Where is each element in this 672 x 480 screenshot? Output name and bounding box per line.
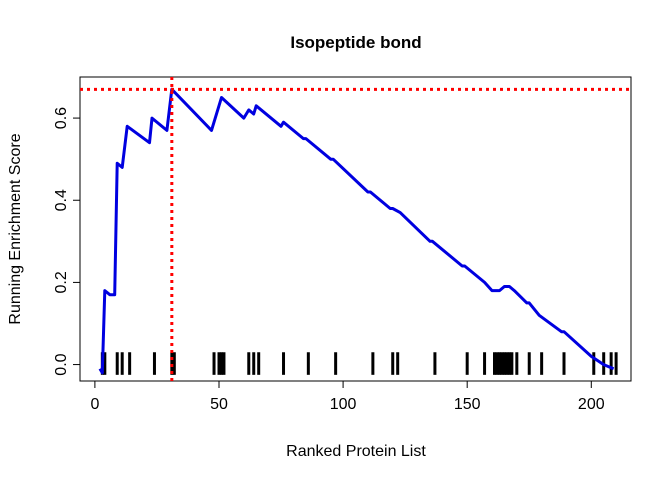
hit-marks: [100, 352, 618, 375]
y-tick-label: 0.2: [53, 271, 70, 293]
plot-frame: [79, 76, 632, 382]
y-axis: 0.0 0.2 0.4 0.6: [53, 107, 80, 376]
x-tick-label: 50: [210, 396, 228, 413]
y-tick-label: 0.0: [53, 353, 70, 375]
y-axis-label: Running Enrichment Score: [7, 133, 24, 324]
x-axis-label: Ranked Protein List: [286, 443, 426, 460]
x-axis: 0 50 100 150 200: [90, 381, 605, 413]
x-tick-label: 200: [578, 396, 605, 413]
x-tick-label: 0: [90, 396, 99, 413]
chart-title: Isopeptide bond: [290, 33, 421, 52]
y-tick-label: 0.4: [53, 189, 70, 211]
x-tick-label: 100: [330, 396, 357, 413]
y-tick-label: 0.6: [53, 107, 70, 129]
running-enrichment-line: [98, 87, 615, 375]
x-tick-label: 150: [454, 396, 481, 413]
